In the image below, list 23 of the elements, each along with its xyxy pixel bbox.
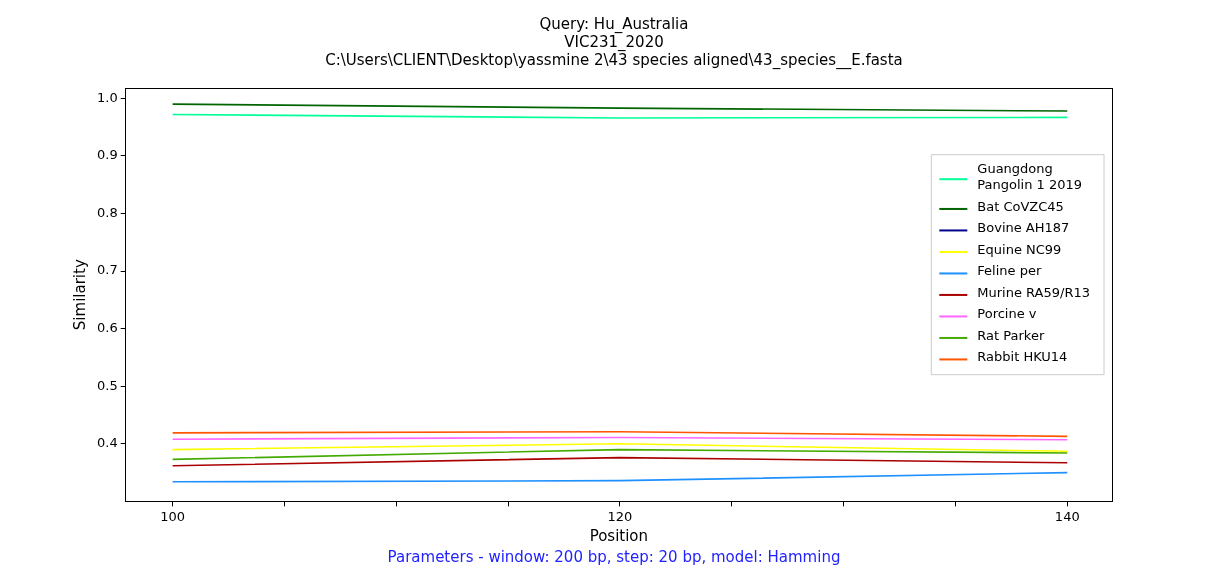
legend-label: Murine RA59/R13 xyxy=(977,284,1091,300)
x-axis-title: Position xyxy=(589,526,649,545)
legend-label: Feline per xyxy=(977,263,1042,279)
y-tick-label: 0.5 xyxy=(96,377,118,393)
legend-label: Porcine v xyxy=(977,306,1037,322)
y-axis-title: Similarity xyxy=(70,259,89,331)
y-tick-label: 1.0 xyxy=(96,89,118,105)
y-tick-label: 0.9 xyxy=(96,147,118,163)
y-tick-label: 0.4 xyxy=(96,435,118,451)
x-tick-label: 140 xyxy=(1054,508,1080,524)
y-tick-label: 0.6 xyxy=(96,320,118,336)
y-tick-label: 0.8 xyxy=(96,204,118,220)
legend-label: Rabbit HKU14 xyxy=(977,349,1068,365)
x-tick-label: 100 xyxy=(160,508,186,524)
legend-label: Rat Parker xyxy=(977,327,1045,343)
x-tick-label: 120 xyxy=(607,508,633,524)
legend-label: Bovine AH187 xyxy=(977,220,1070,236)
text: Parameters - window: 200 bp, step: 20 bp, model: Hamming xyxy=(387,548,841,567)
legend-label: Bat CoVZC45 xyxy=(977,198,1064,214)
y-tick-label: 0.7 xyxy=(96,262,118,278)
legend-label: Equine NC99 xyxy=(977,241,1062,257)
legend-label: Guangdong Pangolin 1 2019 xyxy=(977,160,1083,193)
chart-title: Query: Hu_Australia VIC231_2020 C:\Users\CLIENT\Desktop\yassmine 2\43 species aligned\43_species__E.fasta xyxy=(325,15,903,71)
